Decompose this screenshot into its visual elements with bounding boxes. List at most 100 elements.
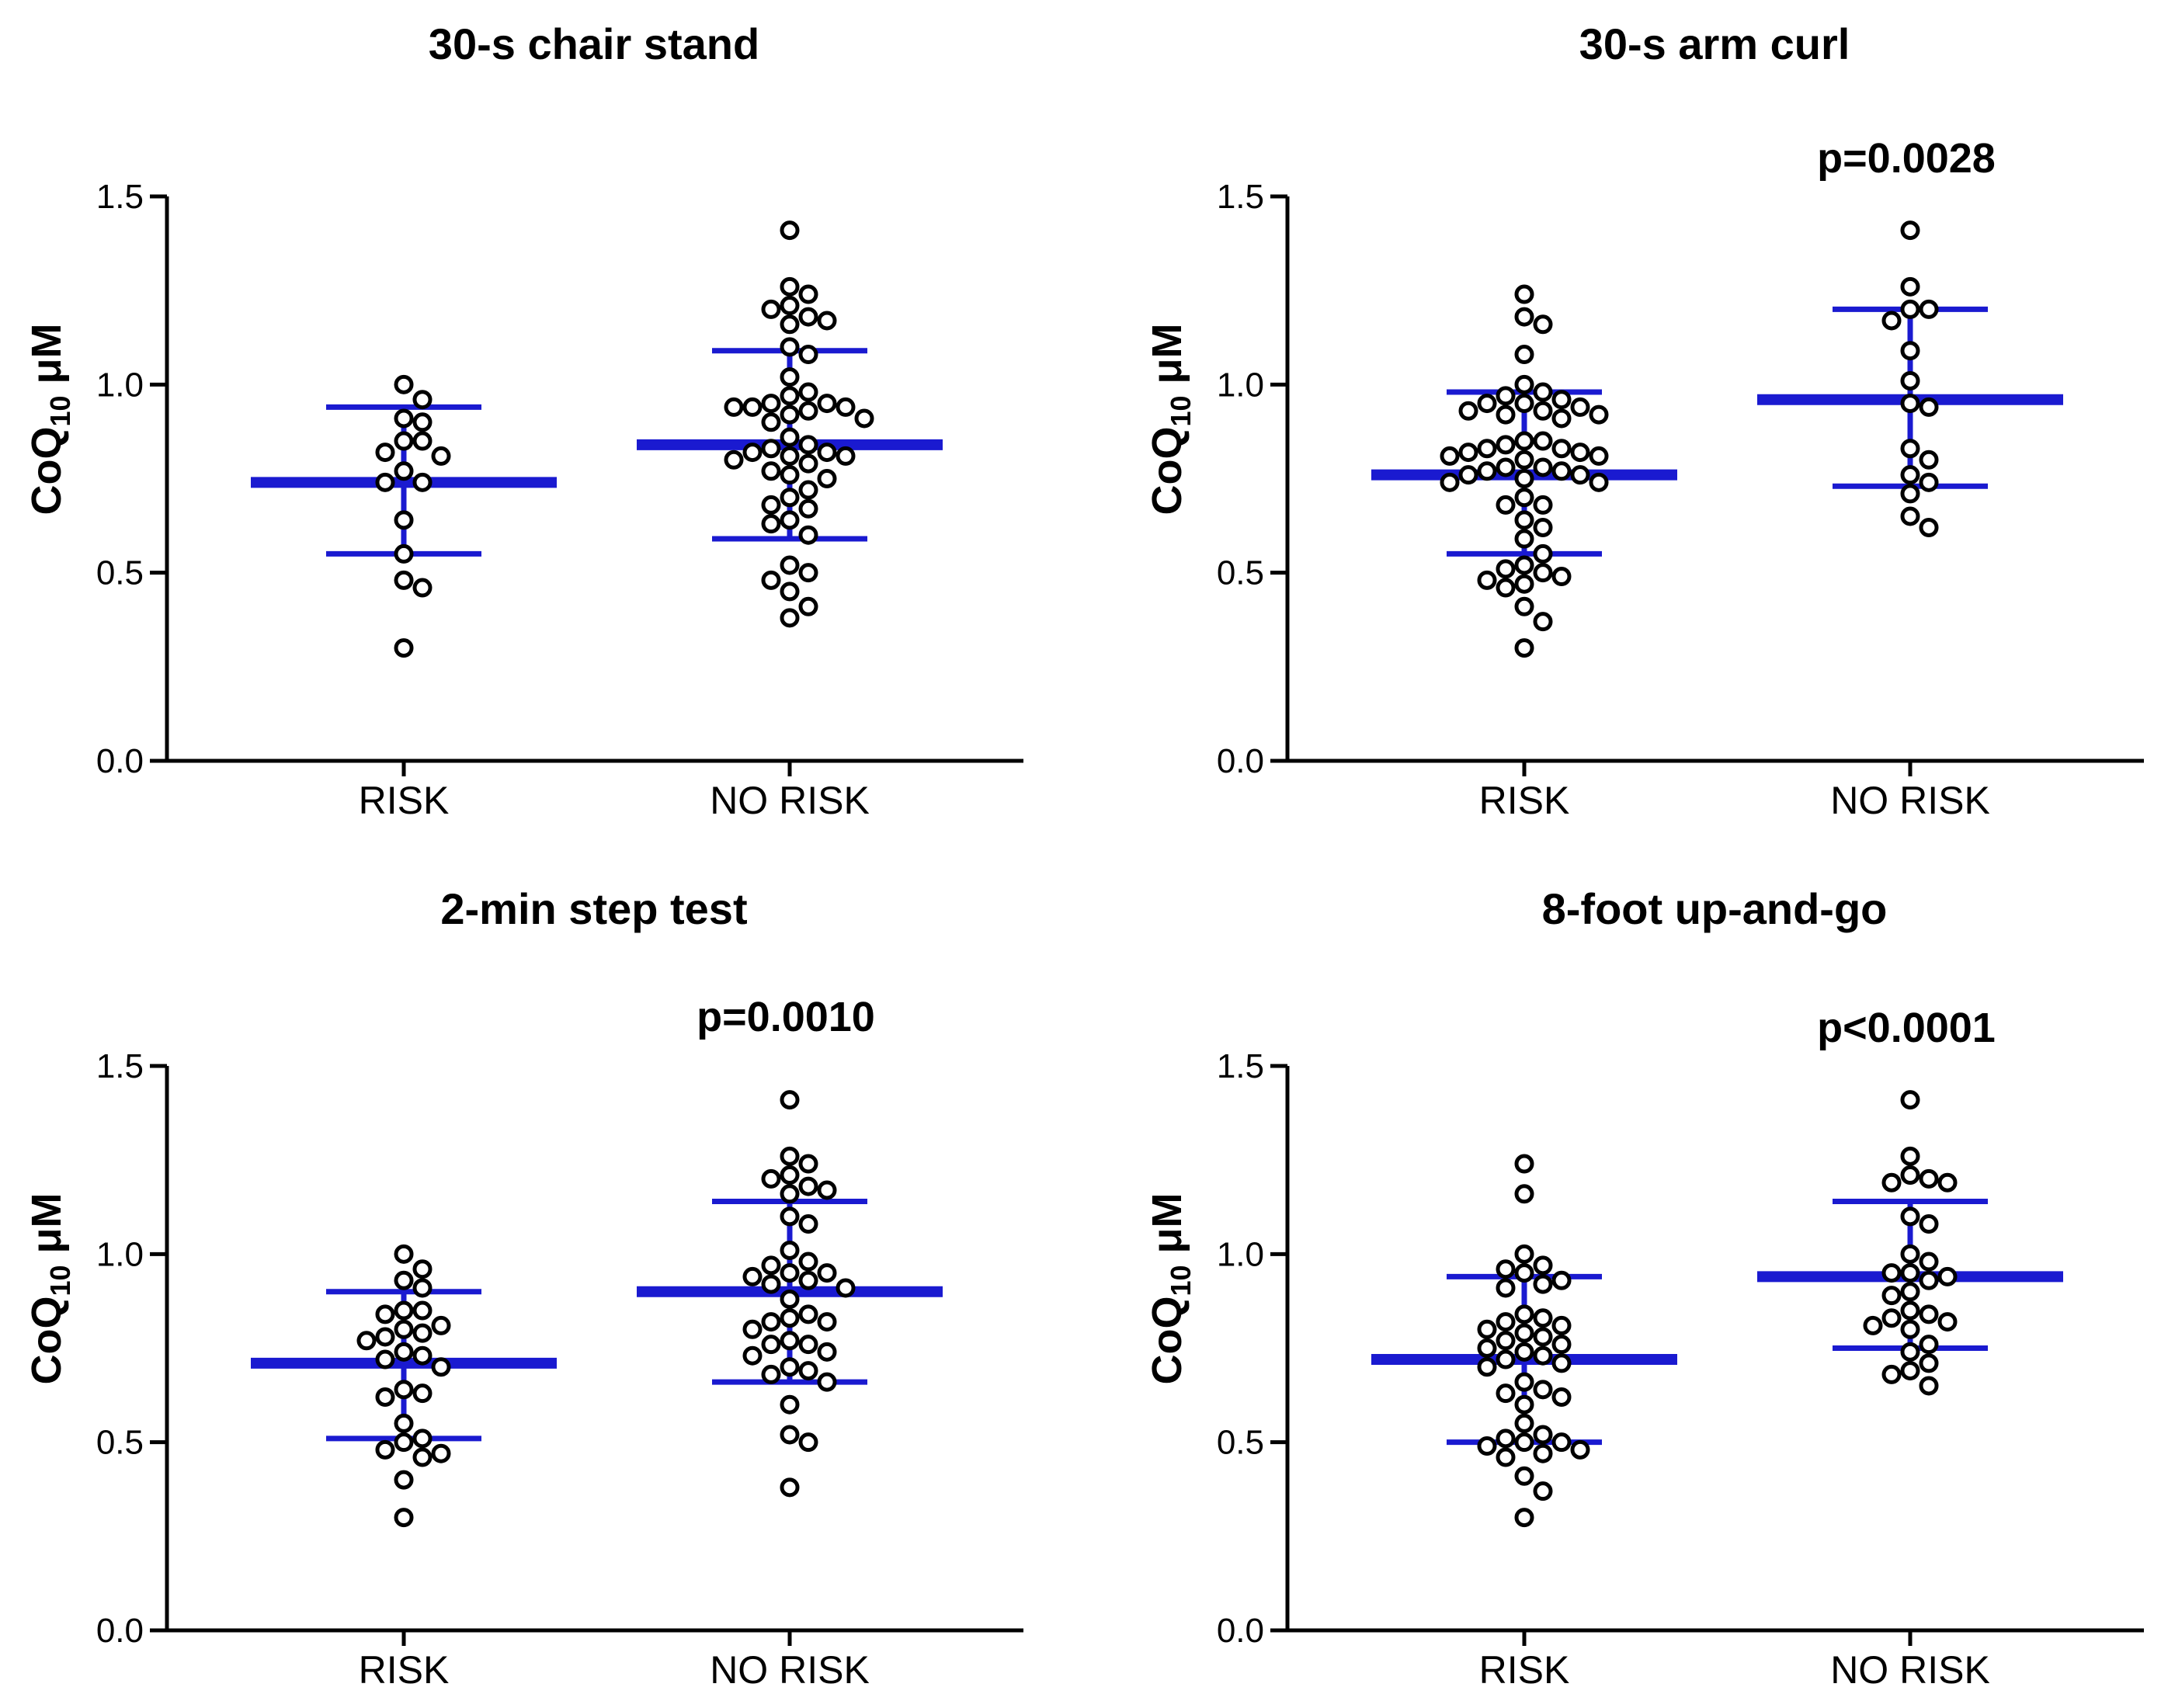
data-point <box>412 472 433 492</box>
x-category-label: NO RISK <box>710 1648 870 1692</box>
data-point <box>724 450 744 470</box>
data-point <box>394 431 414 451</box>
data-point <box>412 1447 433 1467</box>
axes <box>1285 196 2144 763</box>
data-point <box>780 446 800 466</box>
data-point <box>1514 1508 1534 1528</box>
data-point <box>1919 397 1939 417</box>
data-point <box>761 1168 781 1189</box>
data-point <box>798 382 818 402</box>
data-point <box>1496 435 1516 455</box>
data-point <box>817 1180 837 1200</box>
data-point <box>1514 529 1534 549</box>
axes <box>165 196 1023 763</box>
data-point <box>1514 307 1534 327</box>
x-categories: RISK NO RISK <box>359 761 870 822</box>
data-point <box>817 394 837 414</box>
x-categories: RISK NO RISK <box>1479 761 1990 822</box>
data-point <box>780 1477 800 1498</box>
data-point <box>1919 1168 1939 1189</box>
y-tick-label: 0.0 <box>96 1612 144 1650</box>
data-point <box>1589 446 1609 466</box>
data-point <box>1477 1436 1497 1456</box>
data-point <box>412 390 433 410</box>
data-point <box>1514 510 1534 530</box>
data-point <box>1514 1184 1534 1204</box>
y-axis-label: CoQ10 μM <box>23 1192 76 1384</box>
data-point <box>780 608 800 628</box>
data-point <box>1533 401 1553 421</box>
data-point <box>1496 1312 1516 1332</box>
data-point <box>1533 1327 1553 1347</box>
axes <box>1285 1066 2144 1633</box>
group-risk <box>251 1244 557 1528</box>
data-point <box>1900 299 1920 319</box>
data-point <box>394 1270 414 1290</box>
x-category-label: RISK <box>359 1648 450 1692</box>
data-point <box>1900 276 1920 297</box>
data-point <box>1533 431 1553 451</box>
data-point <box>780 427 800 447</box>
y-tick-label: 1.5 <box>1217 1047 1264 1085</box>
data-point <box>1477 394 1497 414</box>
data-point <box>1533 457 1553 477</box>
data-point <box>1919 1304 1939 1324</box>
data-point <box>375 1349 395 1370</box>
data-point <box>1900 506 1920 526</box>
data-point <box>1900 484 1920 504</box>
data-marks <box>1371 1090 2063 1528</box>
data-point <box>798 1304 818 1324</box>
y-tick-label: 0.5 <box>96 554 144 592</box>
data-point <box>1440 446 1460 466</box>
data-point <box>761 299 781 319</box>
data-point <box>1477 1357 1497 1377</box>
y-tick-label: 1.5 <box>96 178 144 216</box>
data-point <box>780 1289 800 1309</box>
data-point <box>1514 1413 1534 1433</box>
data-marks <box>251 220 943 658</box>
data-point <box>798 480 818 500</box>
data-point <box>817 1312 837 1332</box>
data-point <box>817 443 837 463</box>
data-point <box>1514 1304 1534 1324</box>
y-tick-label: 0.5 <box>1217 554 1264 592</box>
data-point <box>375 1304 395 1324</box>
data-point <box>1477 439 1497 459</box>
x-category-label: NO RISK <box>1830 1648 1990 1692</box>
data-point <box>1551 439 1572 459</box>
data-point <box>780 465 800 485</box>
data-point <box>1551 390 1572 410</box>
data-point <box>1514 1263 1534 1283</box>
data-point <box>1496 457 1516 477</box>
data-point <box>798 596 818 616</box>
data-point <box>780 1308 800 1328</box>
data-point <box>1514 431 1534 451</box>
data-point <box>1496 1259 1516 1279</box>
data-point <box>780 337 800 357</box>
data-point <box>1514 488 1534 508</box>
data-point <box>780 276 800 297</box>
x-categories: RISK NO RISK <box>359 1630 870 1692</box>
data-point <box>780 581 800 602</box>
data-point <box>1458 443 1478 463</box>
data-point <box>412 1278 433 1298</box>
data-point <box>394 408 414 429</box>
data-point <box>1919 1214 1939 1234</box>
data-point <box>1900 1361 1920 1381</box>
data-point <box>780 1165 800 1186</box>
data-point <box>780 220 800 241</box>
y-tick-label: 0.0 <box>1217 1612 1264 1650</box>
data-point <box>1496 1447 1516 1467</box>
data-point <box>1514 1466 1534 1486</box>
data-point <box>1919 1353 1939 1373</box>
data-point <box>836 397 856 417</box>
data-point <box>817 1263 837 1283</box>
data-point <box>394 510 414 530</box>
y-tick-label: 0.0 <box>1217 742 1264 780</box>
panel-title: 2-min step test <box>440 884 747 933</box>
data-point <box>1533 543 1553 564</box>
data-point <box>780 488 800 508</box>
data-point <box>412 1323 433 1343</box>
x-categories: RISK NO RISK <box>1479 1630 1990 1692</box>
data-point <box>356 1331 377 1351</box>
